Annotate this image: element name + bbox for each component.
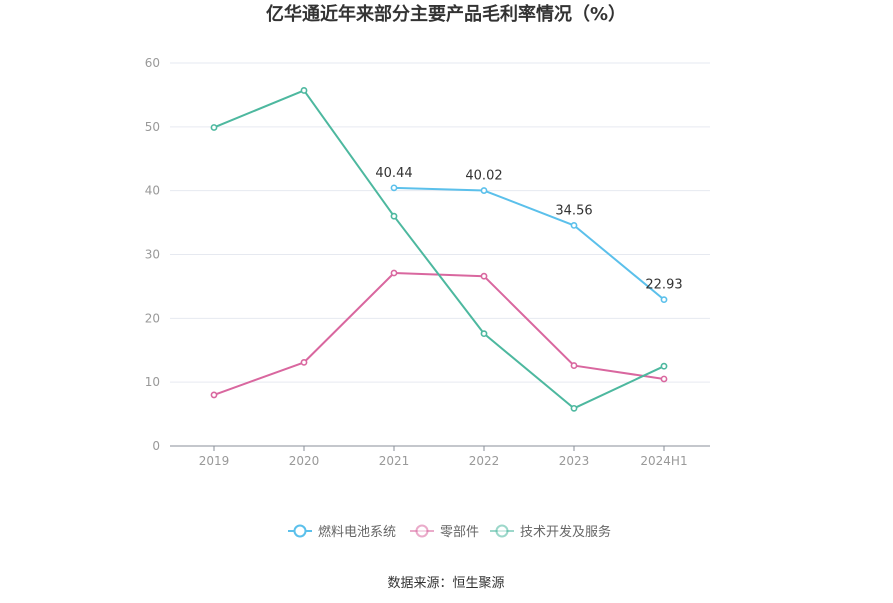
series-2-point <box>660 375 668 383</box>
y-axis: 0 10 20 30 40 50 60 <box>145 56 160 453</box>
legend-label: 技术开发及服务 <box>520 524 611 540</box>
y-tick-label: 0 <box>152 439 160 453</box>
series-group: 40.44 40.02 34.56 22.93 <box>210 87 683 412</box>
series-2-point <box>570 362 578 369</box>
legend-item-1[interactable]: 燃料电池系统 <box>288 524 396 540</box>
series-3-point <box>300 87 308 94</box>
series-1-data-label: 34.56 <box>555 203 592 218</box>
x-tick-label: 2020 <box>289 454 320 468</box>
x-tick-label: 2022 <box>469 454 500 468</box>
legend-swatch-marker <box>415 524 429 538</box>
y-tick-label: 30 <box>145 248 160 262</box>
y-tick-label: 40 <box>145 184 160 198</box>
series-3-line <box>213 89 665 410</box>
series-3-point <box>570 404 578 412</box>
series-3-point <box>480 330 488 338</box>
series-1-point <box>480 187 488 194</box>
source-note: 数据来源：恒生聚源 <box>387 576 504 591</box>
series-1-data-label: 22.93 <box>645 278 682 293</box>
series-2-point <box>480 272 488 280</box>
y-tick-label: 60 <box>145 56 160 70</box>
series-2-point <box>300 358 308 366</box>
x-tick-label: 2021 <box>379 454 410 468</box>
legend: 燃料电池系统 零部件 技术开发及服务 <box>288 524 611 540</box>
series-2-line <box>213 272 665 396</box>
series-3-point <box>210 124 218 131</box>
x-tick-label: 2023 <box>559 454 590 468</box>
y-tick-label: 20 <box>145 311 160 325</box>
legend-swatch-marker <box>495 524 509 538</box>
series-1-data-label: 40.44 <box>375 166 412 181</box>
legend-label: 零部件 <box>440 525 479 540</box>
series-3-point <box>660 362 668 370</box>
chart-title: 亿华通近年来部分主要产品毛利率情况（%） <box>266 3 626 25</box>
x-tick-label: 2024H1 <box>640 454 687 468</box>
y-tick-label: 10 <box>145 375 160 389</box>
y-tick-label: 50 <box>145 120 160 134</box>
legend-label: 燃料电池系统 <box>318 524 396 540</box>
grid-lines <box>170 62 710 383</box>
x-axis: 2019 2020 2021 2022 2023 2024H1 <box>170 445 710 468</box>
series-1-data-label: 40.02 <box>465 169 502 184</box>
series-1-point <box>660 296 668 304</box>
series-2-point <box>210 391 218 399</box>
x-tick-label: 2019 <box>199 454 230 468</box>
series-3-point <box>390 212 398 220</box>
series-1-point <box>390 184 398 192</box>
legend-swatch-marker <box>293 524 307 538</box>
legend-item-2[interactable]: 零部件 <box>410 524 479 540</box>
series-1-line <box>393 186 665 301</box>
series-1-point <box>570 221 578 229</box>
legend-item-3[interactable]: 技术开发及服务 <box>490 524 611 540</box>
series-2-point <box>390 269 398 277</box>
